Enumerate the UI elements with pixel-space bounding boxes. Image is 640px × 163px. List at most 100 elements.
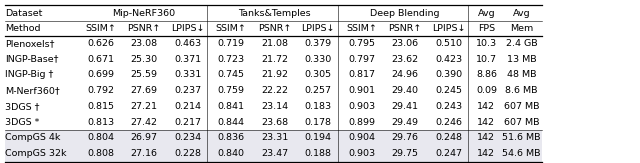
Text: 0.379: 0.379 (305, 39, 332, 48)
Text: 0.904: 0.904 (348, 133, 375, 142)
Text: Method: Method (5, 24, 40, 33)
Text: 0.09: 0.09 (476, 86, 497, 95)
Text: 13 MB: 13 MB (507, 55, 536, 64)
Text: 0.797: 0.797 (348, 55, 375, 64)
Text: 0.671: 0.671 (87, 55, 114, 64)
Text: 3DGS *: 3DGS * (5, 118, 40, 127)
Text: 24.96: 24.96 (392, 70, 419, 79)
Text: 0.699: 0.699 (87, 70, 114, 79)
Text: Avg: Avg (477, 9, 495, 18)
Text: 142: 142 (477, 118, 495, 127)
Text: 0.626: 0.626 (87, 39, 114, 48)
Text: 48 MB: 48 MB (507, 70, 536, 79)
Text: 27.69: 27.69 (131, 86, 157, 95)
Text: 0.194: 0.194 (305, 133, 332, 142)
Text: 0.804: 0.804 (87, 133, 114, 142)
Text: 8.6 MB: 8.6 MB (506, 86, 538, 95)
Text: 54.6 MB: 54.6 MB (502, 149, 541, 158)
Text: 0.792: 0.792 (87, 86, 114, 95)
Text: 607 MB: 607 MB (504, 102, 540, 111)
Text: 2.4 GB: 2.4 GB (506, 39, 538, 48)
Text: 0.510: 0.510 (435, 39, 462, 48)
Text: 0.723: 0.723 (218, 55, 244, 64)
Text: 0.817: 0.817 (348, 70, 375, 79)
Text: 27.21: 27.21 (131, 102, 157, 111)
Text: 21.92: 21.92 (261, 70, 288, 79)
Text: Mip-NeRF360: Mip-NeRF360 (113, 9, 175, 18)
Text: LPIPS↓: LPIPS↓ (301, 24, 335, 33)
Text: LPIPS↓: LPIPS↓ (171, 24, 204, 33)
Text: 0.813: 0.813 (87, 118, 114, 127)
Text: 23.08: 23.08 (131, 39, 157, 48)
Text: 29.76: 29.76 (392, 133, 419, 142)
Text: 29.49: 29.49 (392, 118, 419, 127)
Text: 0.228: 0.228 (174, 149, 201, 158)
Text: 607 MB: 607 MB (504, 118, 540, 127)
Text: Mem: Mem (510, 24, 533, 33)
Text: 27.42: 27.42 (131, 118, 157, 127)
Text: FPS: FPS (478, 24, 495, 33)
Text: 21.72: 21.72 (261, 55, 288, 64)
Text: 0.901: 0.901 (348, 86, 375, 95)
Text: CompGS 32k: CompGS 32k (5, 149, 67, 158)
Text: 0.840: 0.840 (218, 149, 244, 158)
Text: 0.243: 0.243 (435, 102, 462, 111)
Text: 26.97: 26.97 (131, 133, 157, 142)
Text: 0.745: 0.745 (218, 70, 244, 79)
Text: 0.217: 0.217 (174, 118, 201, 127)
Text: 0.423: 0.423 (435, 55, 462, 64)
Text: 23.14: 23.14 (261, 102, 288, 111)
Text: PSNR↑: PSNR↑ (258, 24, 291, 33)
Text: Dataset: Dataset (5, 9, 42, 18)
Text: 21.08: 21.08 (261, 39, 288, 48)
Text: 27.16: 27.16 (131, 149, 157, 158)
Text: 0.903: 0.903 (348, 102, 375, 111)
Text: 142: 142 (477, 102, 495, 111)
Text: 23.68: 23.68 (261, 118, 288, 127)
Text: 142: 142 (477, 149, 495, 158)
Text: 23.47: 23.47 (261, 149, 288, 158)
Text: 0.903: 0.903 (348, 149, 375, 158)
Text: 0.899: 0.899 (348, 118, 375, 127)
Text: PSNR↑: PSNR↑ (388, 24, 422, 33)
Text: INGP-Base†: INGP-Base† (5, 55, 59, 64)
Text: 0.247: 0.247 (435, 149, 462, 158)
Text: 0.248: 0.248 (435, 133, 462, 142)
Text: 0.719: 0.719 (218, 39, 244, 48)
Text: 8.86: 8.86 (476, 70, 497, 79)
Text: Avg: Avg (513, 9, 531, 18)
Text: SSIM↑: SSIM↑ (85, 24, 116, 33)
Text: 23.06: 23.06 (392, 39, 419, 48)
Text: 0.188: 0.188 (305, 149, 332, 158)
Text: 0.331: 0.331 (174, 70, 201, 79)
Text: 23.62: 23.62 (392, 55, 419, 64)
Text: SSIM↑: SSIM↑ (346, 24, 377, 33)
Text: 0.463: 0.463 (174, 39, 201, 48)
Text: 51.6 MB: 51.6 MB (502, 133, 541, 142)
Text: 0.178: 0.178 (305, 118, 332, 127)
Bar (5, 146, 542, 162)
Text: 0.836: 0.836 (218, 133, 244, 142)
Text: 0.237: 0.237 (174, 86, 201, 95)
Text: Deep Blending: Deep Blending (371, 9, 440, 18)
Text: CompGS 4k: CompGS 4k (5, 133, 61, 142)
Text: 3DGS †: 3DGS † (5, 102, 40, 111)
Text: 0.815: 0.815 (87, 102, 114, 111)
Text: 0.759: 0.759 (218, 86, 244, 95)
Text: Tanks&Temples: Tanks&Temples (238, 9, 311, 18)
Text: 0.214: 0.214 (174, 102, 201, 111)
Text: 23.31: 23.31 (261, 133, 288, 142)
Text: 25.30: 25.30 (131, 55, 157, 64)
Text: 29.75: 29.75 (392, 149, 419, 158)
Text: 0.330: 0.330 (305, 55, 332, 64)
Text: 0.245: 0.245 (435, 86, 462, 95)
Text: 0.841: 0.841 (218, 102, 244, 111)
Text: 22.22: 22.22 (261, 86, 288, 95)
Text: 10.7: 10.7 (476, 55, 497, 64)
Bar (5, 130, 542, 146)
Text: M-Nerf360†: M-Nerf360† (5, 86, 60, 95)
Text: LPIPS↓: LPIPS↓ (432, 24, 465, 33)
Text: INGP-Big †: INGP-Big † (5, 70, 54, 79)
Text: 0.246: 0.246 (435, 118, 462, 127)
Text: 29.41: 29.41 (392, 102, 419, 111)
